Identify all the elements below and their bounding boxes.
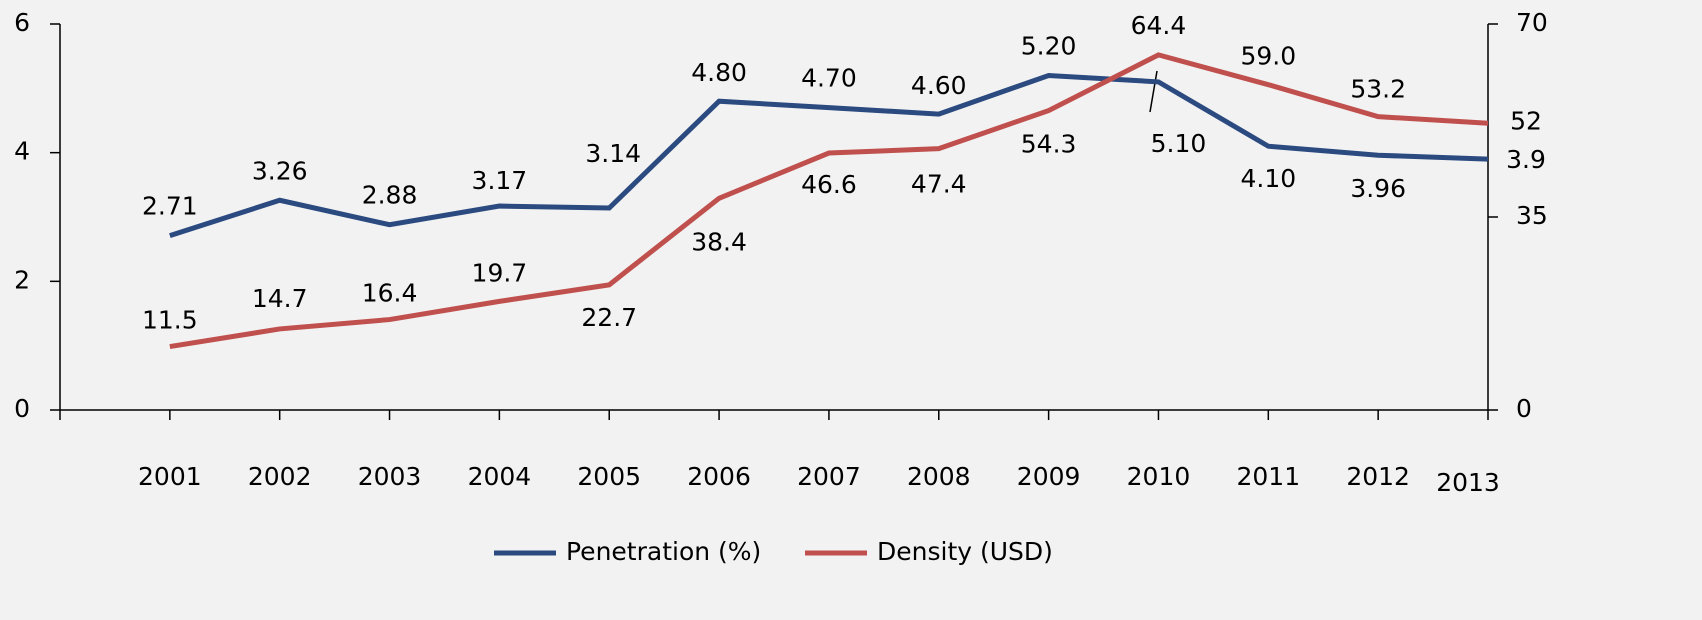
- value-label: 3.9: [1506, 145, 1546, 174]
- y2-tick-label: 0: [1516, 394, 1532, 423]
- x-tick-label: 2002: [248, 462, 312, 491]
- value-label: 38.4: [691, 227, 747, 256]
- value-label: 64.4: [1131, 11, 1187, 40]
- value-label: 2.88: [362, 181, 418, 210]
- x-tick-label: 2008: [907, 462, 971, 491]
- value-label: 19.7: [472, 258, 528, 287]
- value-label: 53.2: [1350, 75, 1406, 104]
- x-tick-label: 2007: [797, 462, 861, 491]
- value-label: 3.26: [252, 156, 308, 185]
- value-label: 3.14: [585, 139, 641, 168]
- y-tick-label: 4: [14, 137, 30, 166]
- y-tick-label: 2: [14, 265, 30, 294]
- value-label: 59.0: [1240, 42, 1296, 71]
- x-tick-label: 2001: [138, 462, 202, 491]
- x-tick-label: 2011: [1236, 462, 1300, 491]
- x-tick-label: 2005: [577, 462, 641, 491]
- value-label: 16.4: [362, 279, 418, 308]
- value-label: 14.7: [252, 284, 308, 313]
- y-tick-label: 0: [14, 394, 30, 423]
- x-tick-label: 2013: [1436, 468, 1500, 497]
- y2-tick-label: 35: [1516, 201, 1548, 230]
- legend-label: Density (USD): [877, 537, 1053, 566]
- value-label: 4.80: [691, 58, 747, 87]
- value-label: 2.71: [142, 192, 198, 221]
- value-label: 4.70: [801, 64, 857, 93]
- value-label: 5.10: [1151, 129, 1207, 158]
- value-label: 5.20: [1021, 31, 1077, 60]
- y2-tick-label: 70: [1516, 8, 1548, 37]
- x-tick-label: 2004: [468, 462, 532, 491]
- leader-line: [1149, 70, 1158, 113]
- value-label: 3.17: [472, 166, 528, 195]
- value-label: 22.7: [581, 303, 637, 332]
- x-tick-label: 2012: [1346, 462, 1410, 491]
- value-label: 11.5: [142, 306, 198, 335]
- x-tick-label: 2010: [1127, 462, 1191, 491]
- y-tick-label: 6: [14, 8, 30, 37]
- x-tick-label: 2003: [358, 462, 422, 491]
- value-label: 46.6: [801, 170, 857, 199]
- value-label: 54.3: [1021, 130, 1077, 159]
- x-tick-label: 2009: [1017, 462, 1081, 491]
- series-line: [169, 72, 1489, 239]
- x-tick-label: 2006: [687, 462, 751, 491]
- series-line: [169, 52, 1489, 350]
- value-label: 4.10: [1240, 164, 1296, 193]
- legend-label: Penetration (%): [566, 537, 761, 566]
- value-label: 52: [1510, 106, 1542, 135]
- value-label: 47.4: [911, 170, 967, 199]
- value-label: 4.60: [911, 71, 967, 100]
- value-label: 3.96: [1350, 174, 1406, 203]
